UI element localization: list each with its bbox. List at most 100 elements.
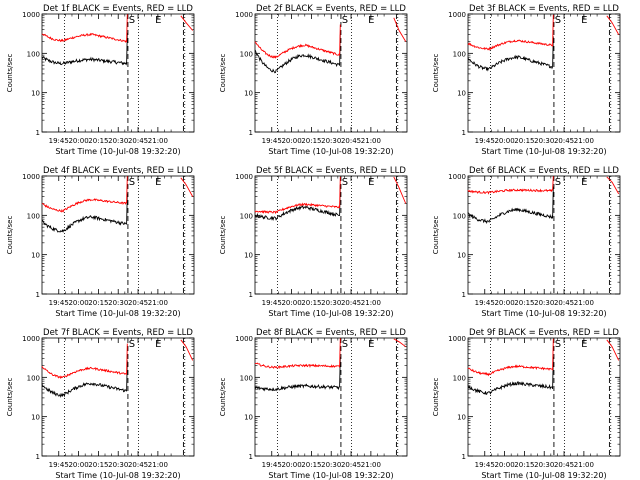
y-tick-label: 100 (27, 212, 40, 220)
x-tick-label: 20:15 (514, 299, 534, 307)
x-tick-label: 19:45 (262, 461, 282, 469)
event-marker-s: S (129, 15, 135, 26)
y-tick-label: 10 (31, 90, 40, 98)
plot-frame (254, 13, 408, 133)
x-tick-label: 20:45 (128, 137, 148, 145)
y-tick-label: 100 (27, 50, 40, 58)
lld-line-post (393, 17, 407, 42)
panel-4: Det 4f BLACK = Events, RED = LLD Counts/s… (6, 166, 195, 318)
lld-line (467, 338, 554, 377)
x-tick-label: 19:45 (49, 461, 69, 469)
x-tick-label: 20:00 (68, 137, 88, 145)
events-line (41, 193, 128, 233)
x-tick-label: 20:45 (128, 299, 148, 307)
x-tick-label: 20:30 (534, 461, 554, 469)
y-tick-label: 100 (27, 374, 40, 382)
x-tick-label: 21:00 (574, 461, 594, 469)
x-tick-label: 21:00 (148, 137, 168, 145)
x-tick-label: 20:45 (554, 461, 574, 469)
y-tick-label: 1 (462, 291, 466, 299)
x-tick-label: 19:45 (262, 299, 282, 307)
lld-line (254, 338, 341, 369)
event-marker-e: E (155, 339, 161, 350)
x-tick-label: 20:45 (341, 461, 361, 469)
events-line (41, 360, 128, 398)
lld-line-post (180, 339, 194, 361)
x-tick-label: 20:00 (494, 299, 514, 307)
panel-5: Det 5f BLACK = Events, RED = LLD Counts/s… (219, 166, 408, 318)
events-line (467, 186, 554, 224)
event-marker-e: E (368, 15, 374, 26)
x-axis-label: Start Time (10-Jul-08 19:32:20) (481, 471, 606, 480)
lld-line (41, 343, 128, 380)
plot-frame (41, 13, 195, 133)
events-line (254, 356, 341, 392)
lld-line (41, 14, 128, 43)
event-marker-e: E (581, 15, 587, 26)
events-line (254, 34, 341, 74)
y-tick-label: 10 (31, 414, 40, 422)
plot-frame (467, 337, 621, 457)
x-axis-label: Start Time (10-Jul-08 19:32:20) (55, 471, 180, 480)
y-axis-label: Counts/sec (6, 378, 14, 417)
x-tick-label: 21:00 (361, 461, 381, 469)
panel-title: Det 1f BLACK = Events, RED = LLD (43, 4, 193, 14)
x-tick-label: 20:30 (108, 137, 128, 145)
plot-frame (254, 337, 408, 457)
x-tick-label: 21:00 (574, 299, 594, 307)
y-tick-label: 10 (244, 414, 253, 422)
x-tick-label: 21:00 (361, 299, 381, 307)
lld-line (254, 24, 341, 59)
y-tick-label: 10 (244, 90, 253, 98)
x-tick-label: 20:30 (321, 299, 341, 307)
event-marker-e: E (581, 339, 587, 350)
y-tick-label: 100 (240, 212, 253, 220)
event-marker-s: S (555, 15, 561, 26)
lld-line (467, 176, 554, 195)
y-tick-label: 1 (249, 453, 253, 461)
x-tick-label: 21:00 (361, 137, 381, 145)
x-tick-label: 20:45 (554, 137, 574, 145)
panel-3: Det 3f BLACK = Events, RED = LLD Counts/s… (432, 4, 621, 156)
event-marker-s: S (342, 15, 348, 26)
event-marker-s: S (555, 177, 561, 188)
event-marker-e: E (368, 339, 374, 350)
plot-frame (41, 175, 195, 295)
event-marker-s: S (342, 339, 348, 350)
x-tick-label: 20:30 (534, 137, 554, 145)
event-marker-e: E (155, 15, 161, 26)
y-tick-label: 100 (453, 212, 466, 220)
y-tick-label: 10 (31, 252, 40, 260)
y-tick-label: 1000 (235, 335, 253, 343)
panel-title: Det 7f BLACK = Events, RED = LLD (43, 328, 193, 338)
x-axis-label: Start Time (10-Jul-08 19:32:20) (481, 147, 606, 156)
x-tick-label: 20:15 (301, 461, 321, 469)
x-axis-label: Start Time (10-Jul-08 19:32:20) (481, 309, 606, 318)
y-tick-label: 1000 (448, 11, 466, 19)
x-tick-label: 20:15 (88, 461, 108, 469)
x-tick-label: 20:30 (321, 137, 341, 145)
x-tick-label: 21:00 (574, 137, 594, 145)
events-line (254, 184, 341, 222)
lld-line-post (393, 176, 407, 204)
x-tick-label: 21:00 (148, 461, 168, 469)
x-tick-label: 20:15 (301, 137, 321, 145)
x-tick-label: 20:45 (128, 461, 148, 469)
event-marker-e: E (581, 177, 587, 188)
event-marker-s: S (129, 177, 135, 188)
event-marker-s: S (555, 339, 561, 350)
event-marker-s: S (342, 177, 348, 188)
events-line (467, 356, 554, 395)
y-axis-label: Counts/sec (432, 378, 440, 417)
x-axis-label: Start Time (10-Jul-08 19:32:20) (55, 309, 180, 318)
x-tick-label: 19:45 (262, 137, 282, 145)
panel-title: Det 2f BLACK = Events, RED = LLD (256, 4, 406, 14)
event-marker-s: S (129, 339, 135, 350)
event-marker-e: E (368, 177, 374, 188)
x-tick-label: 20:15 (514, 137, 534, 145)
x-axis-label: Start Time (10-Jul-08 19:32:20) (55, 147, 180, 156)
x-tick-label: 19:45 (475, 299, 495, 307)
plot-frame (467, 13, 621, 133)
panel-title: Det 4f BLACK = Events, RED = LLD (43, 166, 193, 176)
